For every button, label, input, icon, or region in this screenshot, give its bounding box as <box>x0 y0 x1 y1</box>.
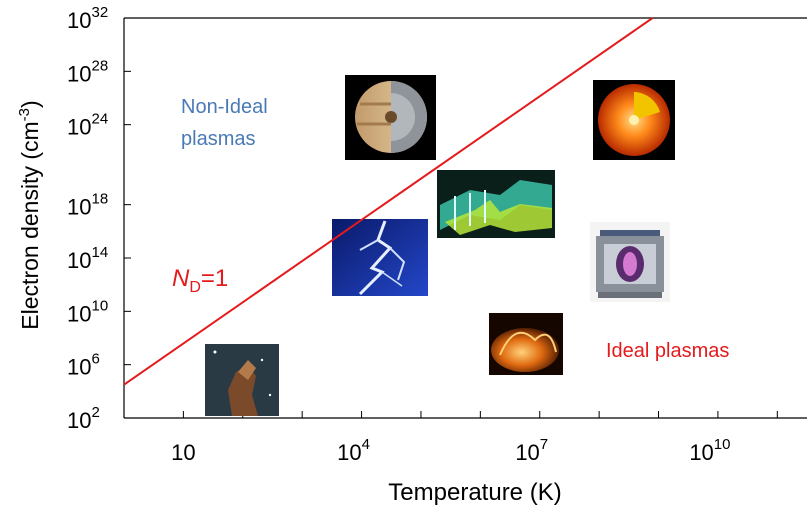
x-axis-title: Temperature (K) <box>388 479 561 506</box>
x-tick-label: 107 <box>515 436 548 465</box>
y-tick-label: 1010 <box>67 297 108 326</box>
y-tick-label: 106 <box>67 351 100 380</box>
x-ticks: 10 104 107 1010 <box>171 411 778 465</box>
jupiter-cutaway-image <box>345 75 436 160</box>
non-ideal-label-line1: Non-Ideal <box>181 96 268 118</box>
nd-equals-one-line <box>123 17 654 386</box>
y-axis-title-main: Electron density (cm <box>17 121 43 329</box>
ideal-label: Ideal plasmas <box>606 340 729 362</box>
y-ticks: 102 106 1010 1014 1018 1024 1028 1032 <box>67 4 131 433</box>
x-tick-label: 1010 <box>689 436 730 465</box>
nd-label-n: N <box>172 265 190 292</box>
y-tick-label: 1018 <box>67 191 108 220</box>
nd-series-label: ND=1 <box>172 265 228 296</box>
y-tick-label: 1014 <box>67 244 108 273</box>
y-tick-label: 1032 <box>67 4 108 33</box>
solar-flare-image <box>489 313 563 375</box>
y-tick-label: 1028 <box>67 57 108 86</box>
x-tick-label: 10 <box>171 440 195 465</box>
non-ideal-label-line2: plasmas <box>181 128 255 150</box>
y-tick-label: 102 <box>67 404 100 433</box>
y-axis-title-sup: -3 <box>16 108 33 121</box>
x-tick-label: 104 <box>337 436 370 465</box>
nebula-pillar-image <box>205 344 279 416</box>
y-axis-title-tail: ) <box>17 100 43 108</box>
nd-label-tail: =1 <box>201 265 228 292</box>
plasma-wave-image <box>437 170 555 238</box>
y-tick-label: 1024 <box>67 111 108 140</box>
lightning-image <box>332 219 428 296</box>
sun-cutaway-image <box>593 80 675 160</box>
y-axis-title: Electron density (cm-3) <box>16 100 43 329</box>
tokamak-image <box>590 222 670 302</box>
nd-label-sub: D <box>189 279 201 296</box>
